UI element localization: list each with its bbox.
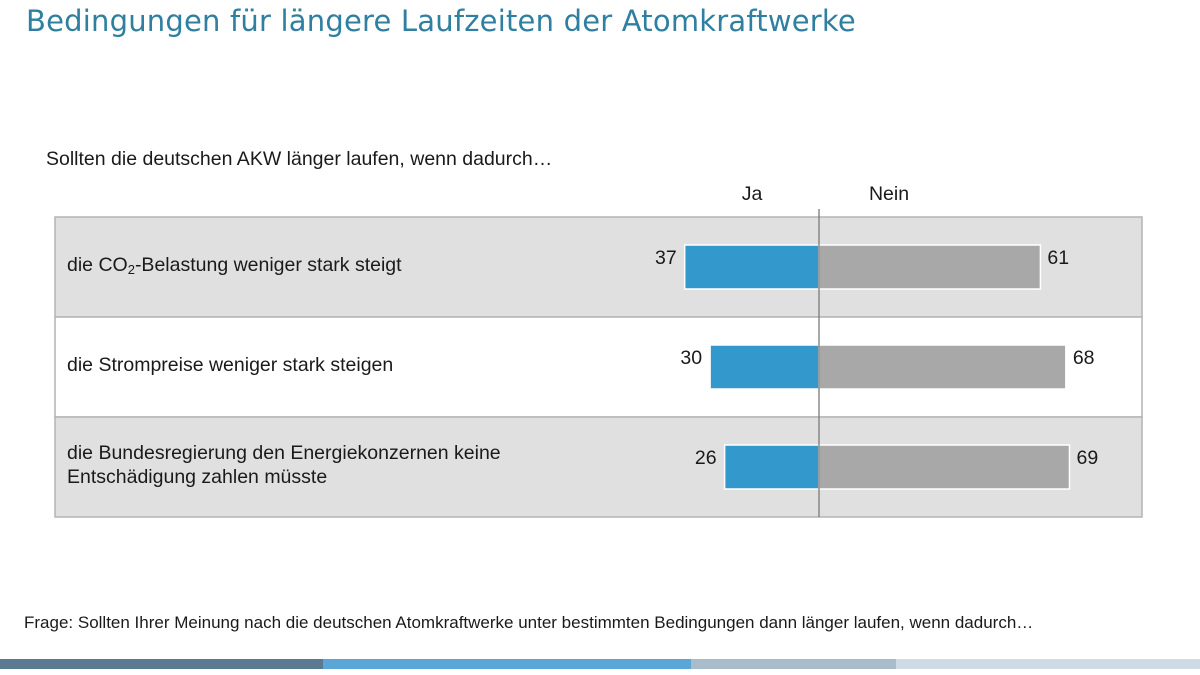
category-label: die Bundesregierung den Energiekonzernen… xyxy=(67,442,501,488)
value-label-ja: 30 xyxy=(680,347,702,369)
bar-nein xyxy=(818,244,1042,290)
category-label: die CO2-Belastung weniger stark steigt xyxy=(67,254,402,277)
page-title: Bedingungen für längere Laufzeiten der A… xyxy=(26,4,856,38)
value-labels: 37 61 30 68 26 69 xyxy=(655,247,1098,469)
value-label-nein: 69 xyxy=(1076,447,1098,469)
footer-question-note: Frage: Sollten Ihrer Meinung nach die de… xyxy=(24,613,1034,632)
bar-ja xyxy=(683,244,820,290)
series-header-ja: Ja xyxy=(742,183,763,205)
footer-stripe-segment xyxy=(323,659,691,669)
value-label-ja: 37 xyxy=(655,247,677,269)
value-label-nein: 68 xyxy=(1073,347,1095,369)
bar-nein xyxy=(818,344,1067,390)
value-label-ja: 26 xyxy=(695,447,717,469)
footer-stripe-segment xyxy=(691,659,896,669)
footer-stripe-segment xyxy=(0,659,323,669)
bar-ja xyxy=(723,444,820,490)
footer-stripe xyxy=(0,659,1200,669)
value-label-nein: 61 xyxy=(1047,247,1069,269)
bar-nein xyxy=(818,444,1071,490)
bar-ja xyxy=(709,344,820,390)
footer-stripe-segment xyxy=(896,659,1200,669)
row-backgrounds xyxy=(54,216,1143,518)
series-header-nein: Nein xyxy=(869,183,909,205)
chart-question: Sollten die deutschen AKW länger laufen,… xyxy=(46,148,553,170)
bars xyxy=(683,244,1071,490)
category-label: die Strompreise weniger stark steigen xyxy=(67,354,394,376)
